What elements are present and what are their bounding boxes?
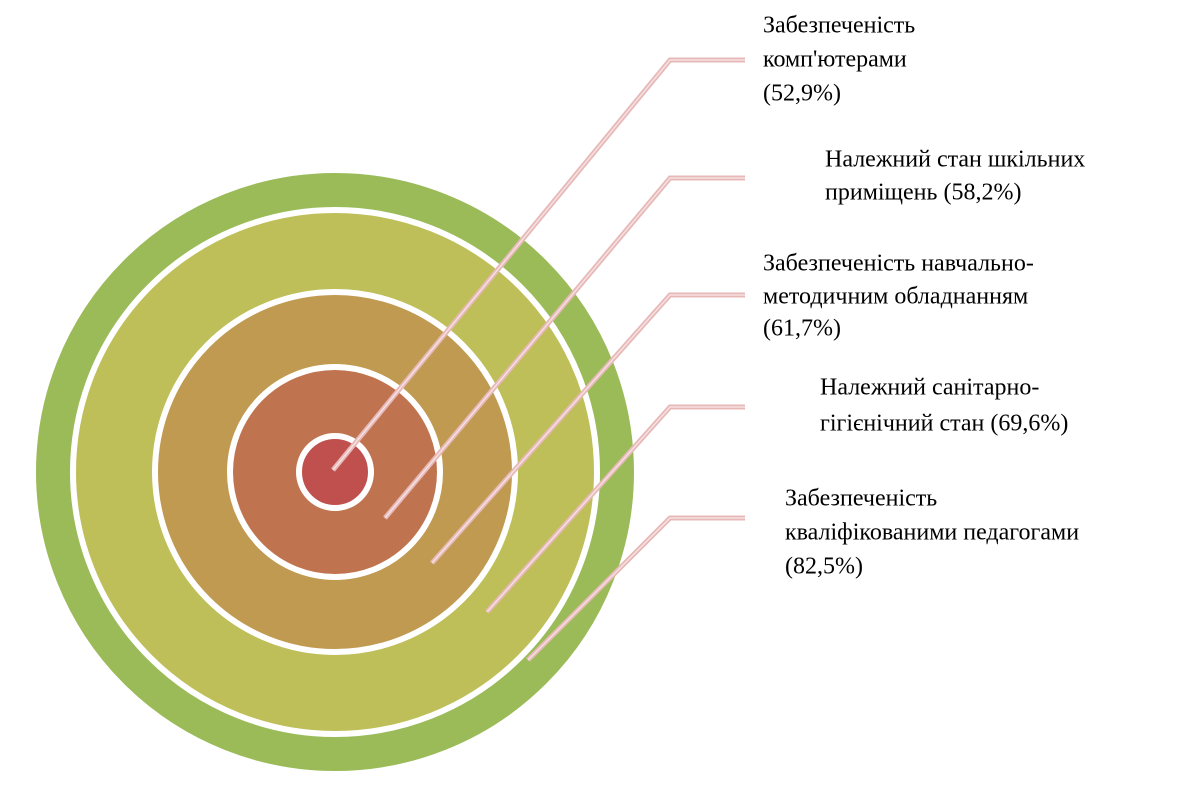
connector-highlight xyxy=(332,59,745,471)
connector-highlight xyxy=(527,517,745,661)
labels: Забезпеченість комп'ютерами (52,9%) Нале… xyxy=(763,13,1085,580)
label-line: (52,9%) xyxy=(763,81,841,107)
connector-highlight xyxy=(384,177,745,519)
label-line: (82,5%) xyxy=(785,554,863,580)
connector-highlight xyxy=(486,406,745,613)
label-line: Забезпеченість xyxy=(763,13,915,39)
label-line: Забезпеченість xyxy=(785,486,937,512)
ring xyxy=(296,433,374,511)
label-line: комп'ютерами xyxy=(763,47,907,73)
label-line: Забезпеченість навчально- xyxy=(763,251,1034,277)
connector-highlight xyxy=(431,294,745,564)
target-rings xyxy=(30,167,640,777)
label-line: кваліфікованими педагогами xyxy=(785,520,1079,546)
label-line: Належний стан шкільних xyxy=(825,147,1085,173)
label-line: приміщень (58,2%) xyxy=(825,180,1021,206)
label-line: методичним обладнанням xyxy=(763,284,1028,310)
label-line: Належний санітарно- xyxy=(820,375,1039,401)
label-line: (61,7%) xyxy=(763,316,841,342)
connectors xyxy=(331,57,745,662)
label-line: гігієнічний стан (69,6%) xyxy=(820,411,1068,437)
